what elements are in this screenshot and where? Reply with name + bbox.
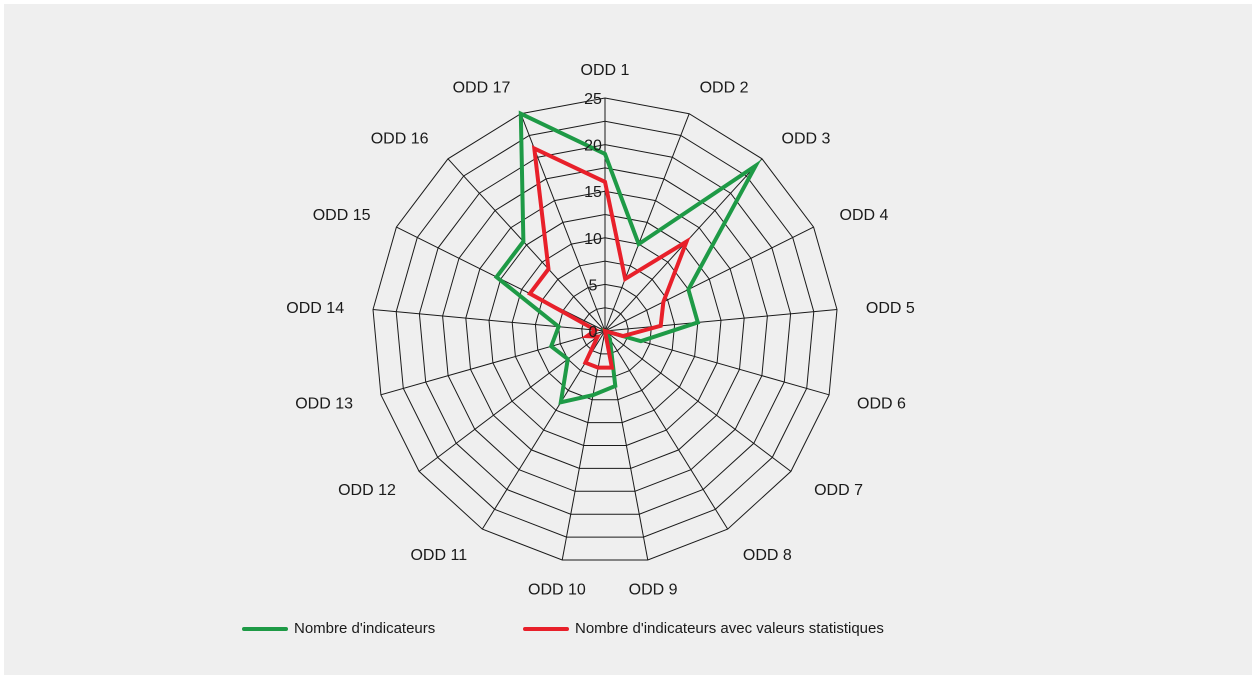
category-label: ODD 6 [857,396,906,413]
category-label: ODD 3 [782,130,831,147]
grid-spoke [380,330,606,396]
chart-panel: 0 5 10 15 20 25 ODD 1 ODD 2 ODD 3 ODD 4 ODD 5 ODD 6… [4,4,1252,675]
legend-item-series-2: Nombre d'indicateurs avec valeurs statis… [523,620,884,637]
category-label: ODD 12 [338,482,396,499]
category-label: ODD 10 [528,582,586,599]
grid-ring [418,144,792,515]
grid-ring [488,213,722,446]
category-label: ODD 17 [453,80,511,97]
category-label: ODD 14 [286,300,344,317]
grid-ring [581,307,629,355]
category-label: ODD 15 [313,207,371,224]
tick-label: 5 [589,277,598,294]
category-label: ODD 7 [814,482,863,499]
tick-label: 15 [584,184,602,201]
grid-ring [558,283,652,378]
category-label: ODD 4 [840,207,889,224]
grid-ring [395,120,815,538]
grid-spoke [604,309,838,332]
grid-spoke [604,330,792,472]
category-label: ODD 2 [700,80,749,97]
series-line-2 [526,145,691,370]
category-label: ODD 11 [410,547,467,564]
category-label: ODD 16 [371,130,429,147]
grid-spoke [418,330,606,472]
grid-spoke [604,330,729,530]
legend-swatch-series-2 [523,626,569,631]
legend-label-series-2: Nombre d'indicateurs avec valeurs statis… [575,620,884,637]
grid-spoke [604,113,690,332]
tick-label: 0 [589,324,598,341]
series-line-1 [493,110,762,405]
radar-chart: 0 5 10 15 20 25 ODD 1 ODD 2 ODD 3 ODD 4 ODD 5 ODD 6… [286,62,915,599]
grid-ring [372,97,838,561]
tick-label: 10 [584,231,602,248]
grid-ring [442,167,768,492]
grid-spoke [372,309,606,332]
category-label: ODD 13 [295,396,353,413]
category-label: ODD 1 [581,62,630,79]
grid-spoke [447,158,606,332]
legend-item-series-1: Nombre d'indicateurs [242,620,435,637]
grid-ring [511,237,699,424]
category-label: ODD 9 [629,582,678,599]
grid-spoke [604,226,814,332]
category-label: ODD 5 [866,300,915,317]
legend-label-series-1: Nombre d'indicateurs [294,620,436,637]
grid-ring [465,190,745,469]
legend-swatch-series-1 [242,626,288,631]
tick-label: 25 [584,91,602,108]
category-label: ODD 8 [743,547,792,564]
tick-label: 20 [584,138,602,155]
